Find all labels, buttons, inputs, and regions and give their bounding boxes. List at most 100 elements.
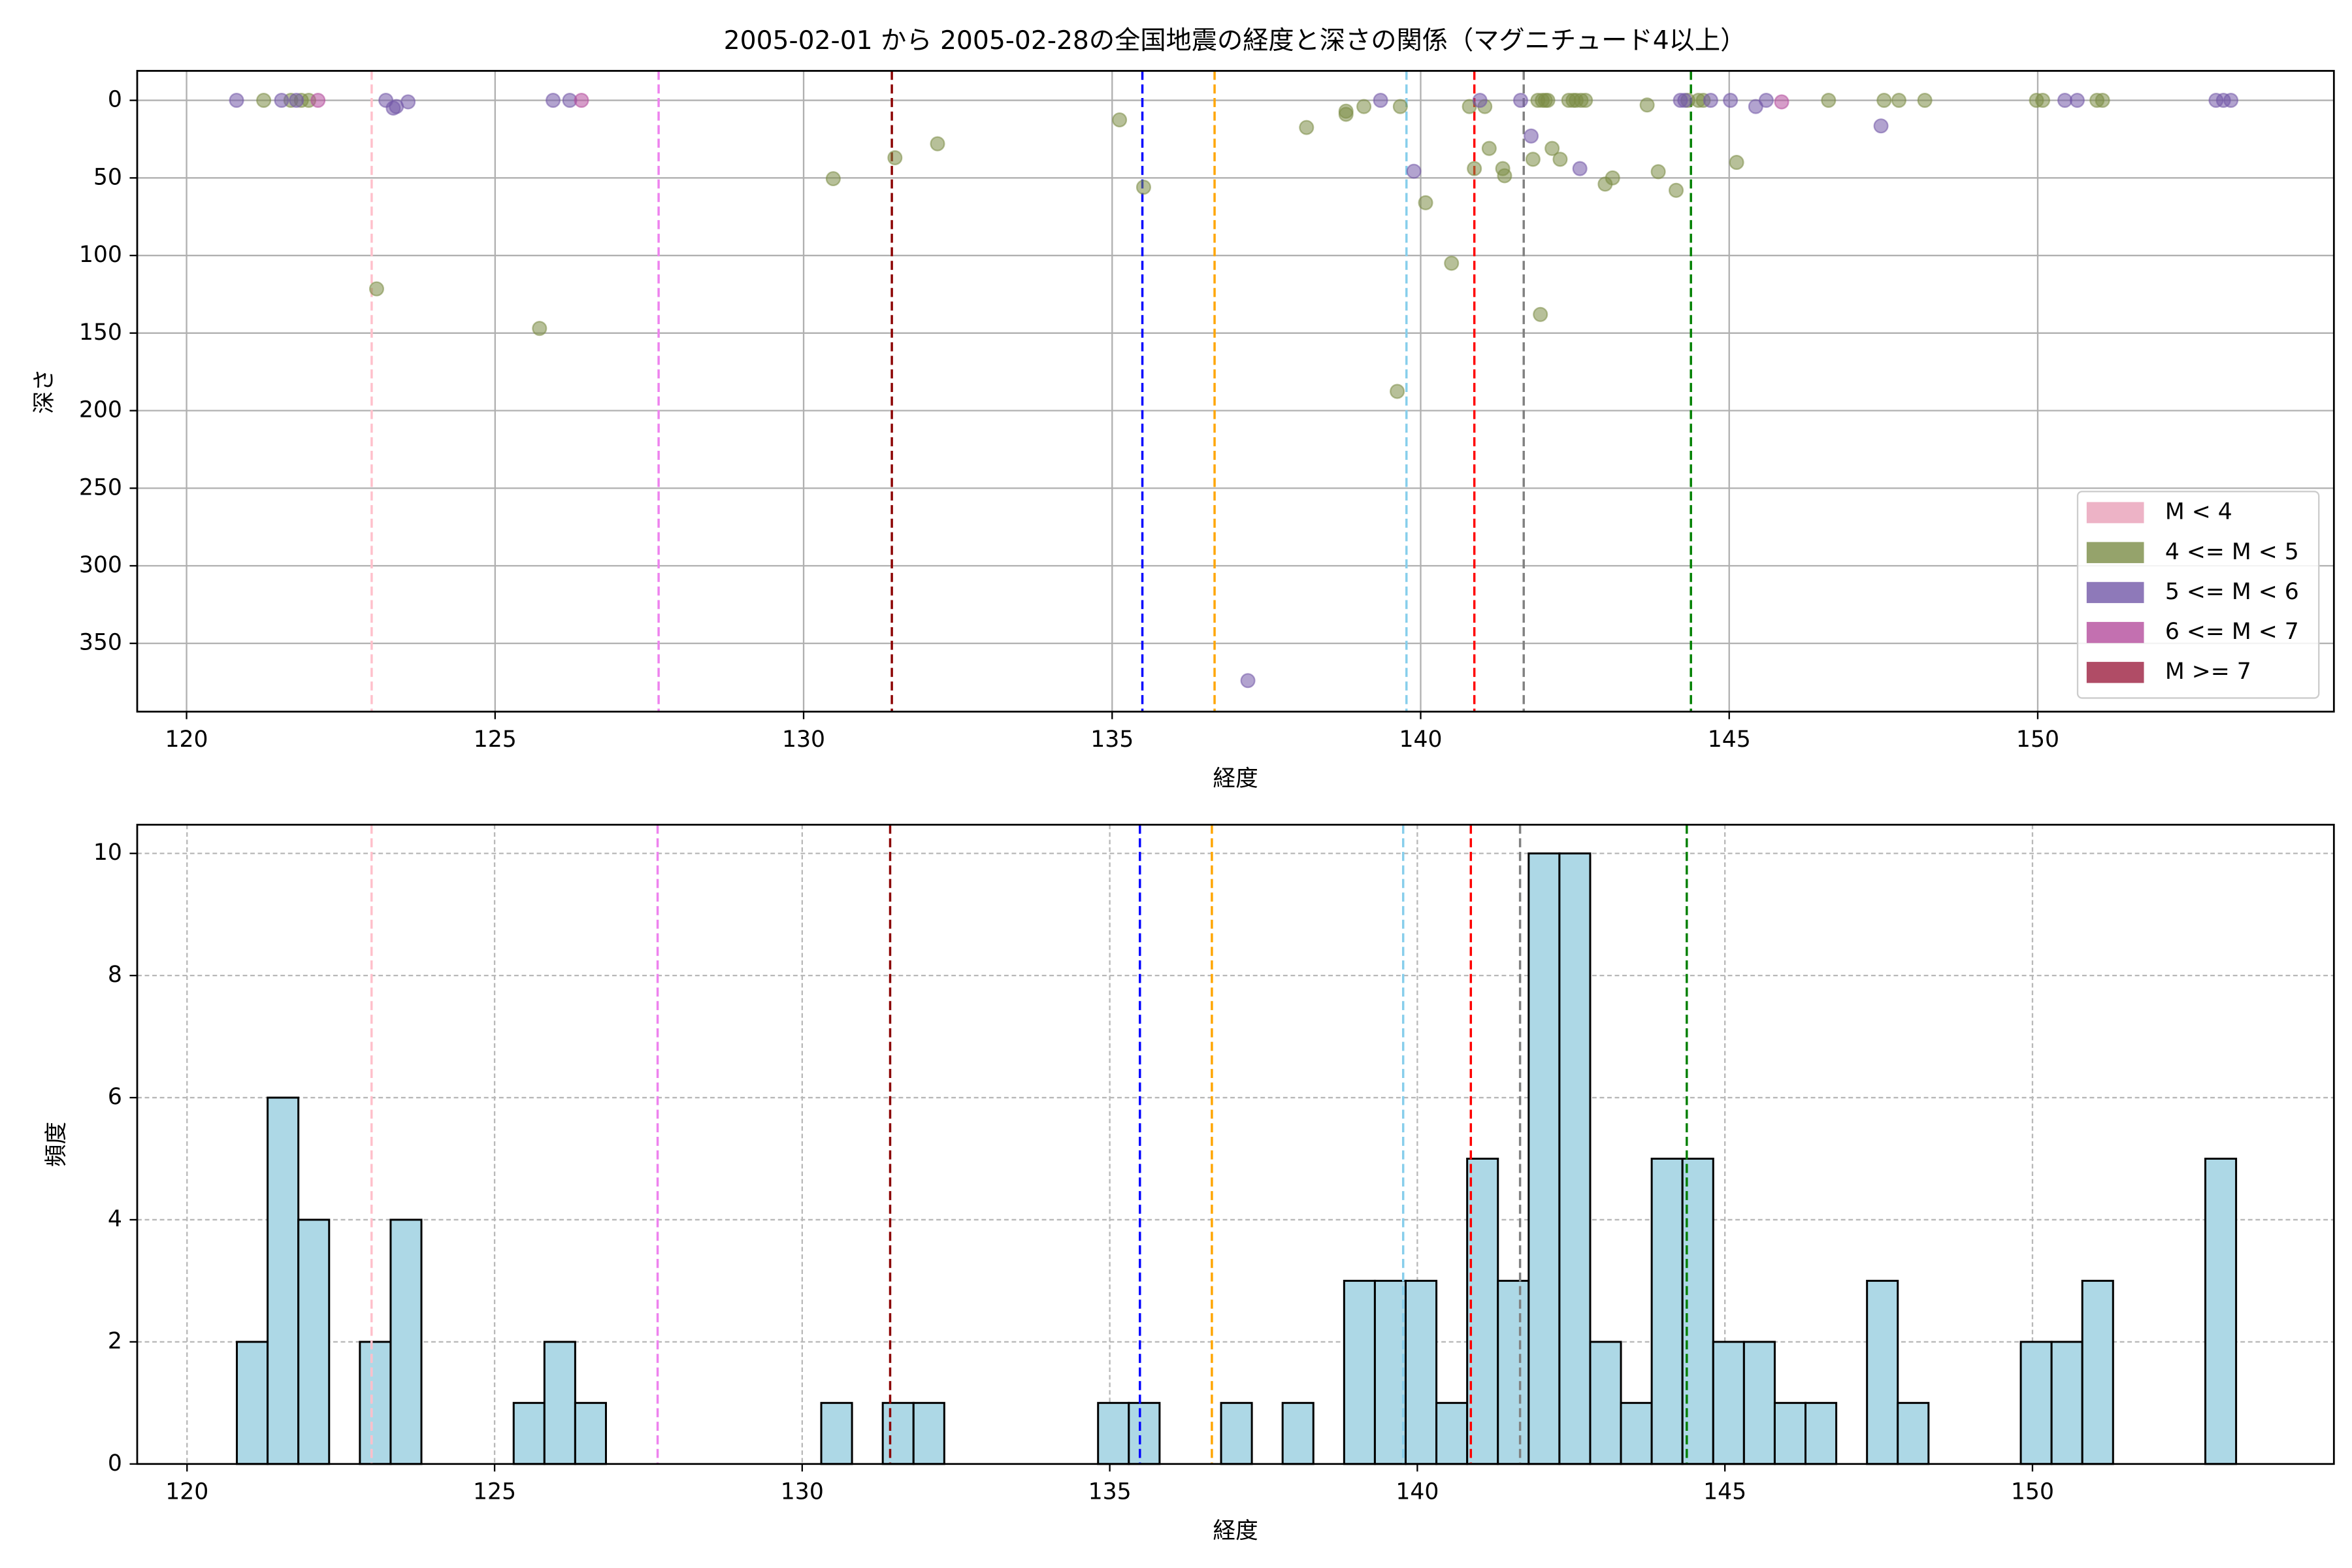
point bbox=[1540, 93, 1556, 108]
bar bbox=[1866, 1279, 1899, 1465]
bar bbox=[2204, 1158, 2238, 1465]
bar bbox=[1681, 1158, 1714, 1465]
bar bbox=[543, 1341, 576, 1465]
point bbox=[1444, 255, 1460, 271]
legend-label: 5 <= M < 6 bbox=[2165, 579, 2299, 605]
legend-swatch bbox=[2086, 581, 2144, 604]
point bbox=[1605, 170, 1620, 186]
point bbox=[1135, 180, 1151, 195]
point bbox=[887, 150, 903, 165]
point bbox=[1703, 93, 1718, 108]
legend-label: 4 <= M < 5 bbox=[2165, 539, 2299, 565]
point bbox=[1758, 93, 1774, 108]
point bbox=[1677, 93, 1693, 108]
point bbox=[1112, 112, 1128, 128]
bar bbox=[236, 1341, 269, 1465]
bar bbox=[2019, 1341, 2053, 1465]
point bbox=[1524, 128, 1539, 144]
point bbox=[256, 93, 272, 108]
point bbox=[1472, 93, 1488, 108]
x-tick-label: 140 bbox=[1399, 727, 1442, 753]
x-tick-label: 125 bbox=[474, 727, 517, 753]
point bbox=[2034, 93, 2051, 108]
bar bbox=[359, 1341, 392, 1465]
point bbox=[1299, 120, 1315, 135]
bar bbox=[1373, 1279, 1407, 1465]
axes-frame bbox=[136, 70, 2335, 713]
x-tick-label: 150 bbox=[2016, 727, 2059, 753]
point bbox=[1525, 152, 1541, 167]
y-tick-label: 50 bbox=[93, 164, 122, 190]
point bbox=[368, 281, 384, 297]
y-tick-label: 100 bbox=[79, 242, 122, 268]
bar bbox=[389, 1218, 423, 1465]
y-axis-label: 深さ bbox=[31, 368, 57, 414]
point bbox=[2095, 93, 2110, 108]
point bbox=[2057, 93, 2073, 108]
x-tick-label: 145 bbox=[1703, 1479, 1746, 1505]
bar bbox=[512, 1401, 546, 1465]
bar bbox=[267, 1096, 300, 1465]
bar bbox=[574, 1401, 607, 1465]
x-tick-label: 125 bbox=[473, 1479, 516, 1505]
point bbox=[1481, 140, 1497, 156]
point bbox=[1650, 164, 1666, 180]
point bbox=[825, 171, 841, 187]
chart-title: 2005-02-01 から 2005-02-28の全国地震の経度と深さの関係（マ… bbox=[724, 26, 1746, 56]
bar bbox=[1128, 1401, 1161, 1465]
legend-swatch bbox=[2086, 662, 2144, 683]
point bbox=[1572, 161, 1588, 176]
legend-label: 6 <= M < 7 bbox=[2165, 619, 2299, 645]
point bbox=[1639, 97, 1655, 113]
x-tick-label: 130 bbox=[781, 1479, 824, 1505]
point bbox=[574, 93, 589, 108]
point bbox=[1578, 93, 1593, 108]
point bbox=[1876, 93, 1892, 108]
point bbox=[1390, 384, 1405, 399]
point bbox=[1873, 118, 1889, 134]
point bbox=[1723, 93, 1739, 108]
x-tick-label: 135 bbox=[1088, 1479, 1132, 1505]
point bbox=[400, 94, 416, 110]
bar bbox=[2081, 1279, 2114, 1465]
bar bbox=[1281, 1401, 1315, 1465]
point bbox=[289, 93, 304, 108]
y-tick-label: 10 bbox=[93, 840, 122, 866]
bar bbox=[1466, 1158, 1499, 1465]
x-tick-label: 145 bbox=[1708, 727, 1751, 753]
bar bbox=[881, 1401, 915, 1465]
bar bbox=[297, 1218, 331, 1465]
x-axis-label: 経度 bbox=[1213, 766, 1258, 792]
axes-frame bbox=[136, 823, 2335, 1465]
point bbox=[229, 93, 244, 108]
point bbox=[1668, 182, 1684, 198]
bar bbox=[1527, 852, 1561, 1465]
point bbox=[310, 93, 326, 108]
y-tick-label: 0 bbox=[108, 87, 122, 113]
legend-swatch bbox=[2086, 502, 2144, 523]
point bbox=[2223, 93, 2239, 108]
bar bbox=[1497, 1279, 1530, 1465]
point bbox=[1406, 163, 1422, 179]
bar bbox=[1650, 1158, 1684, 1465]
bar bbox=[1097, 1401, 1130, 1465]
point bbox=[532, 321, 547, 336]
point bbox=[546, 93, 561, 108]
point bbox=[1467, 161, 1482, 176]
bar bbox=[912, 1401, 945, 1465]
bar bbox=[1712, 1341, 1745, 1465]
point bbox=[1392, 99, 1408, 114]
x-tick-label: 120 bbox=[165, 727, 208, 753]
y-tick-label: 8 bbox=[108, 962, 122, 988]
bar bbox=[1773, 1401, 1807, 1465]
point bbox=[1533, 306, 1548, 322]
bar bbox=[1620, 1401, 1653, 1465]
point bbox=[1356, 99, 1372, 114]
point bbox=[1338, 106, 1354, 122]
point bbox=[2069, 93, 2085, 108]
legend-label: M >= 7 bbox=[2165, 659, 2251, 685]
y-tick-label: 0 bbox=[108, 1450, 122, 1477]
